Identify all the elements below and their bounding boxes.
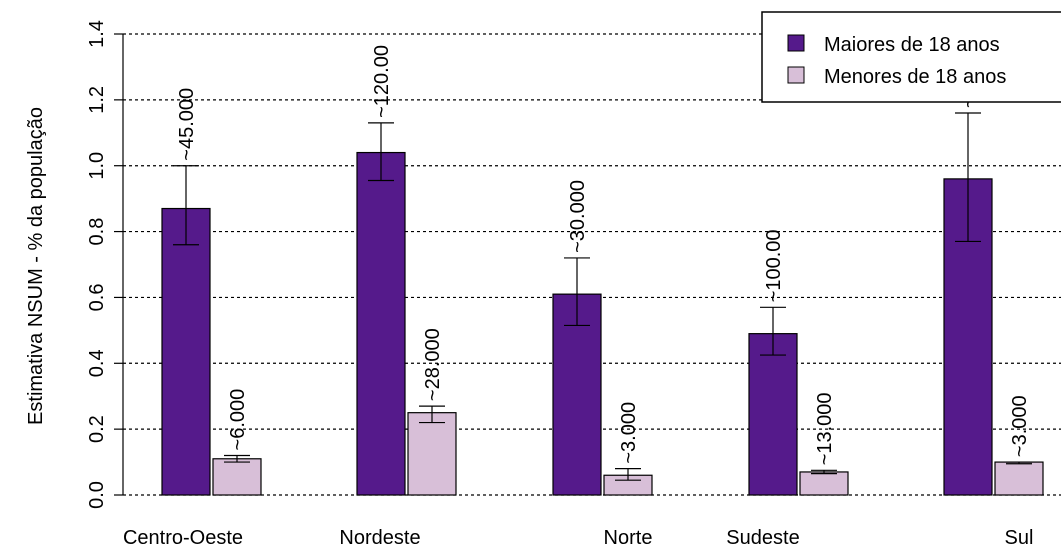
data-label: ~30.000 (567, 180, 589, 253)
category-label: Sul (1005, 527, 1034, 549)
y-axis-label: Estimativa NSUM - % da população (25, 107, 47, 425)
y-tick-label: 0.0 (86, 481, 108, 509)
bar-maiores (552, 293, 602, 496)
category-label: Nordeste (339, 527, 420, 549)
bar-menores (407, 412, 457, 496)
y-tick-label: 0.8 (86, 218, 108, 246)
category-label: Norte (604, 527, 653, 549)
y-tick-label: 1.0 (86, 152, 108, 180)
data-label: ~6.000 (227, 389, 249, 451)
bar-menores (994, 461, 1044, 496)
y-tick-label: 0.2 (86, 415, 108, 443)
bar-menores (212, 458, 262, 496)
category-labels-group: Centro-Oeste Nordeste Norte Sudeste Sul (123, 527, 1033, 549)
data-labels-group: ~45.000~120.00~30.000~100.00~34.000~6.00… (176, 35, 1031, 465)
data-label: ~3.000 (618, 402, 640, 464)
legend-label-menores: Menores de 18 anos (824, 66, 1006, 88)
data-label: ~28.000 (422, 328, 444, 401)
legend-box (761, 11, 1061, 103)
legend-label-maiores: Maiores de 18 anos (824, 34, 1000, 56)
legend: Maiores de 18 anos Menores de 18 anos (761, 11, 1061, 103)
bar-maiores (356, 151, 406, 496)
bar-maiores (748, 333, 798, 496)
category-label: Centro-Oeste (123, 527, 243, 549)
y-tick-label: 1.2 (86, 86, 108, 114)
category-label: Sudeste (726, 527, 799, 549)
y-tick-label: 0.6 (86, 284, 108, 312)
data-label: ~3.000 (1009, 395, 1031, 457)
y-tick-label: 1.4 (86, 20, 108, 48)
bar-menores (799, 471, 849, 496)
y-axis: 0.0 0.2 0.4 0.6 0.8 1.0 1.2 1.4 (86, 20, 124, 509)
data-label: ~120.00 (371, 45, 393, 118)
y-tick-label: 0.4 (86, 349, 108, 377)
bars-group (161, 151, 1044, 496)
data-label: ~100.00 (763, 229, 785, 302)
legend-swatch-maiores (787, 34, 805, 52)
legend-swatch-menores (787, 66, 805, 84)
bar-maiores (161, 207, 211, 496)
data-label: ~13.000 (814, 392, 836, 465)
error-bars-group (173, 112, 1032, 481)
data-label: ~45.000 (176, 88, 198, 161)
